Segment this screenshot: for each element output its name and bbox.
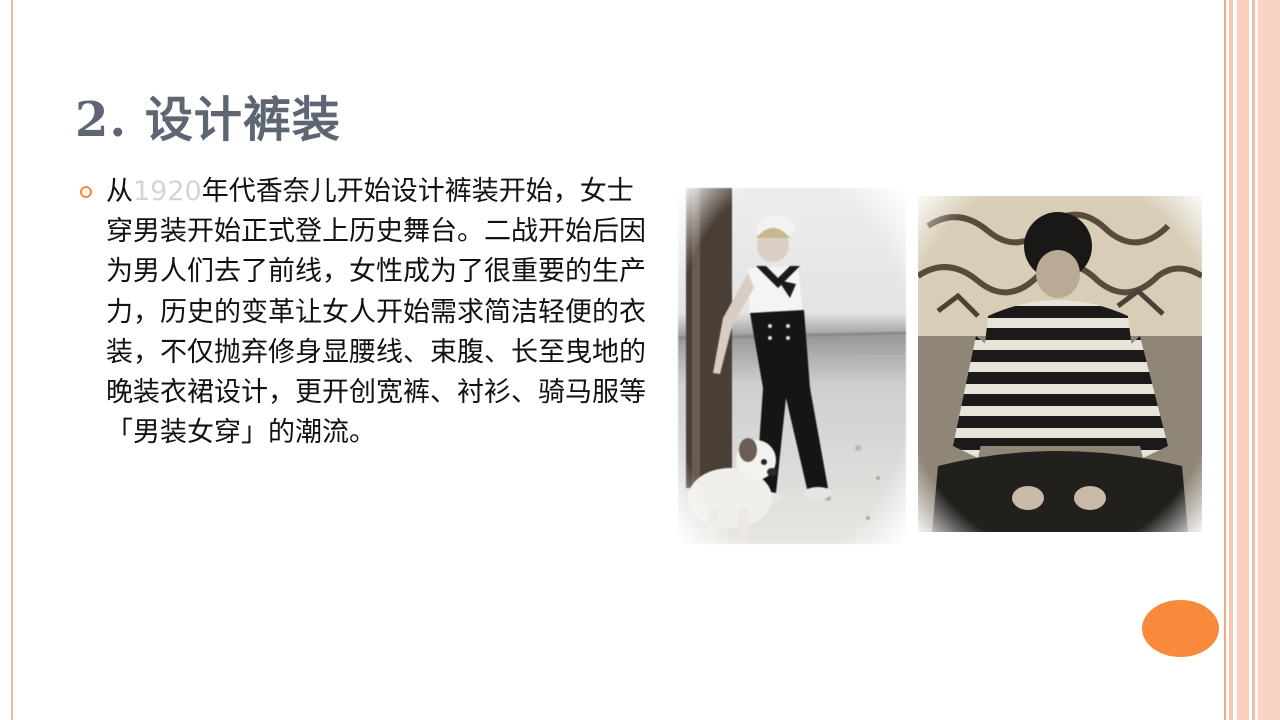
slide-title: 2. 设计裤装 xyxy=(75,92,341,148)
left-border-line xyxy=(11,0,13,720)
right-border-stripe xyxy=(1252,0,1255,720)
photo-woman-sailor-outfit-image xyxy=(678,188,906,544)
right-border-stripe xyxy=(1224,0,1226,720)
right-border-stripe xyxy=(1237,0,1249,720)
right-border-stripe xyxy=(1258,0,1280,720)
body-prefix: 从 xyxy=(106,176,133,207)
photo-woman-sailor-outfit xyxy=(678,188,906,544)
body-year: 1920 xyxy=(133,176,202,207)
right-border-stripe xyxy=(1229,0,1233,720)
hollow-circle-bullet-icon xyxy=(80,186,92,198)
body-rest: 年代香奈儿开始设计裤装开始，女士穿男装开始正式登上历史舞台。二战开始后因为男人们… xyxy=(106,176,646,449)
body-paragraph: 从1920年代香奈儿开始设计裤装开始，女士穿男装开始正式登上历史舞台。二战开始后… xyxy=(106,172,646,453)
decorative-orange-oval xyxy=(1142,600,1219,657)
photo-woman-striped-sweater xyxy=(918,196,1202,532)
photo-woman-striped-sweater-image xyxy=(918,196,1202,532)
